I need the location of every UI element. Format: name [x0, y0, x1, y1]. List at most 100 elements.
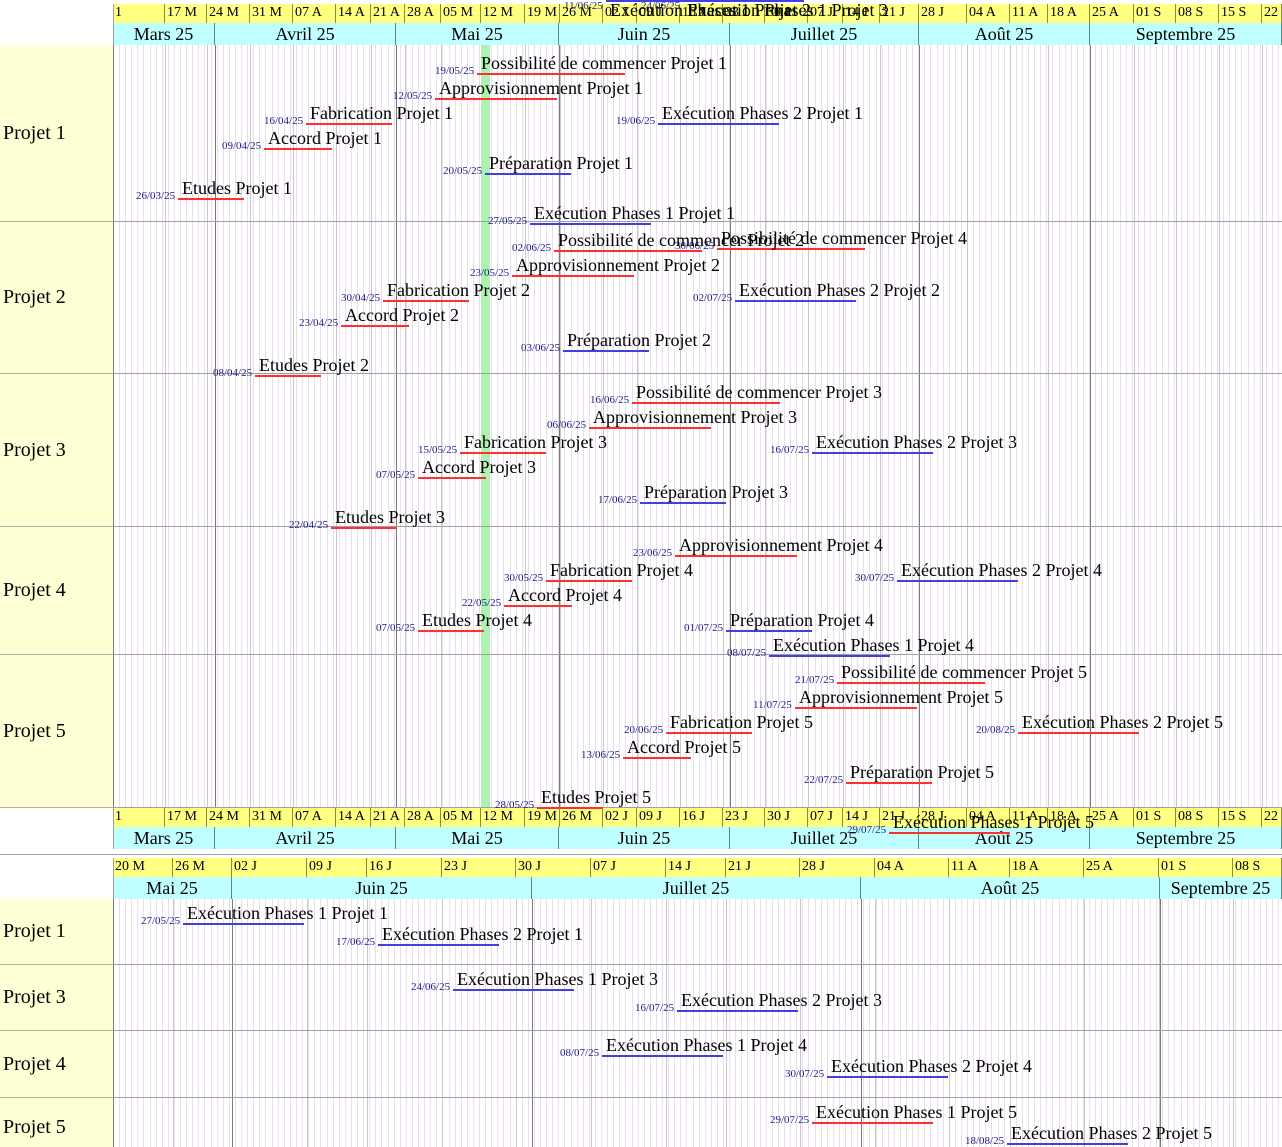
task-bar[interactable] [306, 123, 392, 125]
task-bar[interactable] [563, 350, 649, 352]
task-bar[interactable] [623, 757, 691, 759]
task-bar[interactable] [546, 580, 632, 582]
task-label[interactable]: Exécution Phases 2 Projet 3 [816, 432, 1017, 452]
task-label[interactable]: Fabrication Projet 2 [387, 280, 530, 300]
task-bar[interactable] [683, 0, 804, 2]
task-bar[interactable] [666, 732, 752, 734]
task-bar[interactable] [418, 477, 486, 479]
task-bar[interactable] [383, 300, 469, 302]
task-label[interactable]: Exécution Phases 1 Projet 3 [687, 0, 888, 20]
task-label[interactable]: Exécution Phases 2 Projet 4 [901, 560, 1102, 580]
task-label[interactable]: Préparation Projet 2 [567, 330, 711, 350]
task-label[interactable]: Exécution Phases 2 Projet 1 [662, 103, 863, 123]
task-label[interactable]: Exécution Phases 1 Projet 1 [187, 903, 388, 923]
task-label[interactable]: Approvisionnement Projet 2 [516, 255, 720, 275]
task-bar[interactable] [485, 173, 571, 175]
task-label[interactable]: Exécution Phases 2 Projet 1 [382, 924, 583, 944]
task-bar[interactable] [460, 452, 546, 454]
task-label[interactable]: Exécution Phases 2 Projet 3 [681, 990, 882, 1010]
task-bar[interactable] [735, 300, 856, 302]
task-label[interactable]: Etudes Projet 2 [259, 355, 369, 375]
task-label[interactable]: Exécution Phases 2 Projet 5 [1022, 712, 1223, 732]
today-marker [481, 45, 490, 808]
task-bar[interactable] [889, 832, 1010, 834]
task-label[interactable]: Fabrication Projet 4 [550, 560, 693, 580]
task-label[interactable]: Possibilité de commencer Projet 2 [558, 230, 804, 250]
task-bar[interactable] [1018, 732, 1139, 734]
task-label[interactable]: Accord Projet 5 [627, 737, 741, 757]
task-bar[interactable] [178, 198, 244, 200]
task-bar[interactable] [769, 655, 890, 657]
task-label[interactable]: Préparation Projet 5 [850, 762, 994, 782]
task-bar[interactable] [846, 782, 932, 784]
task-bar[interactable] [378, 944, 499, 946]
task-bar[interactable] [264, 148, 332, 150]
task-bar[interactable] [530, 223, 651, 225]
task-label[interactable]: Possibilité de commencer Projet 3 [636, 382, 882, 402]
task-bar[interactable] [726, 630, 812, 632]
task-bar[interactable] [589, 427, 711, 429]
task-label[interactable]: Exécution Phases 2 Projet 4 [831, 1056, 1032, 1076]
task-label[interactable]: Préparation Projet 3 [644, 482, 788, 502]
task-bar[interactable] [512, 275, 634, 277]
task-bar[interactable] [183, 923, 304, 925]
task-bar[interactable] [606, 0, 727, 2]
task-bar[interactable] [255, 375, 321, 377]
task-label[interactable]: Approvisionnement Projet 4 [679, 535, 883, 555]
task-label[interactable]: Possibilité de commencer Projet 5 [841, 662, 1087, 682]
task-label[interactable]: Exécution Phases 1 Projet 2 [610, 0, 811, 20]
task-bar[interactable] [658, 123, 779, 125]
task-label[interactable]: Exécution Phases 1 Projet 4 [773, 635, 974, 655]
task-label[interactable]: Possibilité de commencer Projet 1 [481, 53, 727, 73]
task-label[interactable]: Préparation Projet 1 [489, 153, 633, 173]
task-bar[interactable] [837, 682, 985, 684]
task-label[interactable]: Préparation Projet 4 [730, 610, 874, 630]
task-bar[interactable] [812, 1122, 933, 1124]
grid-day-line [461, 45, 462, 808]
task-bar[interactable] [675, 555, 797, 557]
task-bar[interactable] [537, 807, 603, 809]
task-label[interactable]: Exécution Phases 2 Projet 5 [1011, 1123, 1212, 1143]
task-bar[interactable] [504, 605, 572, 607]
task-bar[interactable] [897, 580, 1018, 582]
task-label[interactable]: Exécution Phases 1 Projet 1 [534, 203, 735, 223]
task-label[interactable]: Fabrication Projet 3 [464, 432, 607, 452]
task-bar[interactable] [677, 1010, 798, 1012]
grid-week-line [723, 45, 724, 808]
task-label[interactable]: Accord Projet 4 [508, 585, 622, 605]
task-label[interactable]: Exécution Phases 1 Projet 3 [457, 969, 658, 989]
task-label[interactable]: Etudes Projet 3 [335, 507, 445, 527]
task-bar[interactable] [812, 452, 933, 454]
task-label[interactable]: Etudes Projet 4 [422, 610, 532, 630]
task-bar[interactable] [1007, 1143, 1128, 1145]
task-bar[interactable] [632, 402, 780, 404]
task-bar[interactable] [331, 527, 397, 529]
header-top-week-cell: 30 J [765, 4, 808, 23]
task-bar[interactable] [602, 1055, 723, 1057]
task-label[interactable]: Etudes Projet 5 [541, 787, 651, 807]
task-bar[interactable] [640, 502, 726, 504]
task-bar[interactable] [435, 98, 557, 100]
task-label[interactable]: Approvisionnement Projet 1 [439, 78, 643, 98]
task-label[interactable]: Accord Projet 1 [268, 128, 382, 148]
task-label[interactable]: Accord Projet 3 [422, 457, 536, 477]
task-bar[interactable] [418, 630, 484, 632]
task-label[interactable]: Possibilité de commencer Projet 4 [721, 228, 967, 248]
task-label[interactable]: Fabrication Projet 5 [670, 712, 813, 732]
task-bar[interactable] [827, 1076, 948, 1078]
task-label[interactable]: Exécution Phases 1 Projet 5 [893, 812, 1094, 832]
task-label[interactable]: Exécution Phases 1 Projet 4 [606, 1035, 807, 1055]
task-label[interactable]: Exécution Phases 1 Projet 5 [816, 1102, 1017, 1122]
task-bar[interactable] [795, 707, 917, 709]
task-label[interactable]: Accord Projet 2 [345, 305, 459, 325]
task-label[interactable]: Approvisionnement Projet 3 [593, 407, 797, 427]
task-bar[interactable] [453, 989, 574, 991]
task-bar[interactable] [477, 73, 625, 75]
task-bar[interactable] [554, 250, 702, 252]
task-bar[interactable] [717, 248, 865, 250]
task-label[interactable]: Approvisionnement Projet 5 [799, 687, 1003, 707]
task-label[interactable]: Etudes Projet 1 [182, 178, 292, 198]
task-label[interactable]: Fabrication Projet 1 [310, 103, 453, 123]
task-label[interactable]: Exécution Phases 2 Projet 2 [739, 280, 940, 300]
task-bar[interactable] [341, 325, 409, 327]
